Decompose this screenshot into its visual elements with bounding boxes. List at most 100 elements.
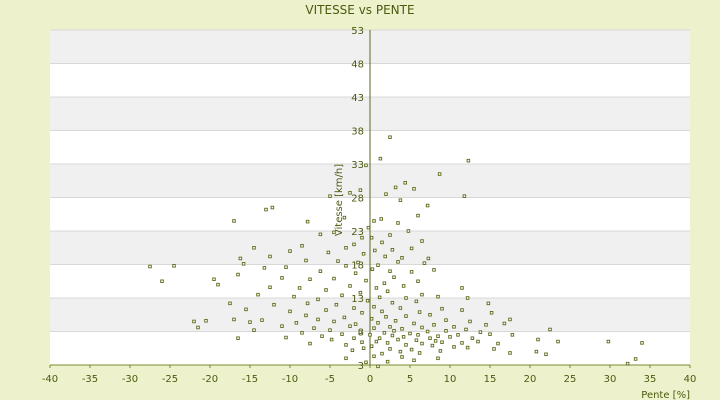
data-point	[297, 286, 302, 290]
data-point	[534, 349, 539, 354]
data-point	[373, 248, 377, 253]
data-point	[380, 309, 384, 314]
data-point	[433, 339, 438, 343]
data-point	[409, 347, 414, 352]
data-point	[409, 270, 414, 274]
x-tick-label: -40	[42, 374, 58, 385]
data-point	[268, 285, 272, 290]
data-point	[400, 256, 404, 260]
x-tick-label: -15	[242, 374, 258, 385]
data-point	[436, 334, 440, 338]
data-point	[192, 319, 196, 324]
data-point	[329, 337, 334, 342]
data-point	[361, 346, 366, 351]
data-point	[417, 351, 422, 355]
data-point	[489, 310, 494, 315]
data-point	[425, 329, 430, 334]
data-point	[374, 339, 379, 344]
data-point	[393, 185, 398, 190]
data-point	[294, 321, 299, 325]
data-point	[148, 264, 152, 269]
data-point	[448, 335, 452, 339]
data-point	[340, 293, 344, 298]
data-point	[342, 215, 347, 220]
y-tick-label: 43	[351, 93, 364, 104]
x-tick-label: 5	[407, 374, 413, 385]
data-point	[284, 265, 288, 269]
y-tick-label: 23	[351, 227, 364, 238]
data-point	[384, 315, 388, 319]
x-tick-label: 20	[524, 374, 537, 385]
x-tick-label: -30	[122, 374, 138, 385]
data-point	[422, 261, 427, 265]
data-point	[264, 207, 268, 212]
data-point	[417, 310, 422, 314]
y-tick-label: 48	[351, 60, 364, 71]
data-point	[492, 347, 496, 351]
data-point	[436, 356, 440, 361]
data-point	[305, 301, 310, 306]
data-point	[398, 306, 403, 310]
data-point	[344, 264, 348, 268]
data-point	[388, 325, 392, 329]
data-point	[232, 317, 236, 322]
x-tick-label: -35	[82, 374, 98, 385]
data-point	[308, 277, 312, 281]
data-point	[358, 330, 363, 334]
x-tick-label: 0	[367, 374, 373, 385]
data-point	[312, 326, 316, 330]
data-point	[376, 364, 380, 369]
data-point	[452, 325, 456, 329]
data-point	[466, 158, 471, 163]
data-point	[236, 272, 240, 277]
data-point	[392, 329, 396, 333]
data-point	[428, 336, 432, 340]
data-point	[625, 361, 630, 366]
data-point	[324, 308, 328, 312]
data-point	[300, 243, 304, 248]
data-point	[502, 321, 507, 326]
data-point	[350, 348, 355, 353]
data-point	[388, 347, 392, 351]
data-point	[377, 336, 382, 340]
data-point	[372, 326, 376, 330]
data-point	[468, 319, 472, 324]
data-point	[404, 343, 408, 347]
data-point	[316, 297, 320, 302]
data-point	[478, 330, 483, 334]
data-point	[396, 337, 400, 342]
x-tick-label: -25	[162, 374, 178, 385]
data-point	[400, 327, 404, 331]
data-point	[401, 284, 406, 288]
data-point	[336, 259, 340, 263]
data-point	[388, 269, 392, 273]
data-point	[369, 344, 374, 348]
data-point	[430, 343, 435, 348]
data-point	[340, 332, 344, 336]
data-point	[425, 203, 430, 208]
data-point	[372, 304, 376, 309]
data-point	[510, 333, 515, 337]
data-point	[460, 341, 464, 345]
data-point	[508, 351, 512, 355]
y-tick-label: 33	[351, 160, 364, 171]
data-point	[252, 328, 256, 332]
data-point	[332, 276, 336, 281]
data-point	[334, 302, 339, 307]
data-point	[284, 335, 288, 340]
data-point	[420, 325, 424, 330]
data-point	[606, 339, 611, 344]
data-point	[308, 341, 312, 346]
data-point	[488, 332, 492, 336]
data-point	[316, 317, 320, 322]
data-point	[304, 313, 308, 318]
data-point	[420, 239, 424, 243]
data-point	[470, 336, 475, 340]
data-point	[352, 242, 356, 247]
data-point	[318, 232, 323, 237]
data-point	[365, 298, 370, 303]
data-point	[416, 213, 420, 218]
data-point	[372, 219, 376, 223]
data-points	[148, 135, 644, 369]
